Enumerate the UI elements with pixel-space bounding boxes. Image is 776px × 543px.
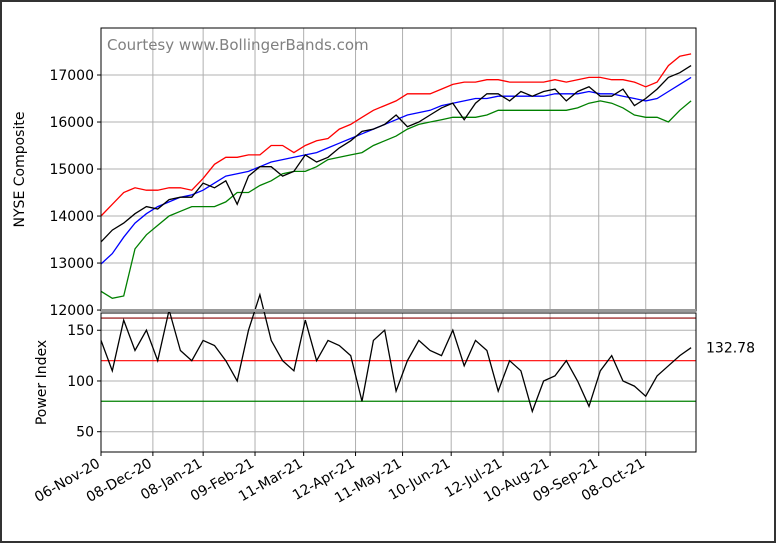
y-tick-label: 150	[67, 323, 94, 339]
y-axis-label: NYSE Composite	[12, 112, 28, 228]
y-tick-label: 13000	[49, 256, 94, 272]
last-value-label: 132.78	[706, 341, 755, 357]
y-tick-label: 15000	[49, 162, 94, 178]
plot-frame	[100, 312, 697, 453]
y-tick-label: 100	[67, 374, 94, 390]
y-tick-label: 12000	[49, 303, 94, 319]
panel-separator	[101, 309, 696, 312]
y-tick-label: 14000	[49, 209, 94, 225]
data-line	[100, 76, 692, 265]
plot-area	[101, 313, 696, 452]
y-tick-label: 16000	[49, 115, 94, 131]
data-line	[100, 53, 692, 217]
data-line	[100, 100, 692, 299]
data-line	[100, 65, 692, 243]
y-axis-label: Power Index	[34, 340, 50, 425]
annotation: Courtesy www.BollingerBands.com	[107, 36, 369, 54]
y-tick-label: 50	[76, 425, 94, 441]
data-line	[100, 292, 692, 414]
y-tick-label: 17000	[49, 68, 94, 84]
